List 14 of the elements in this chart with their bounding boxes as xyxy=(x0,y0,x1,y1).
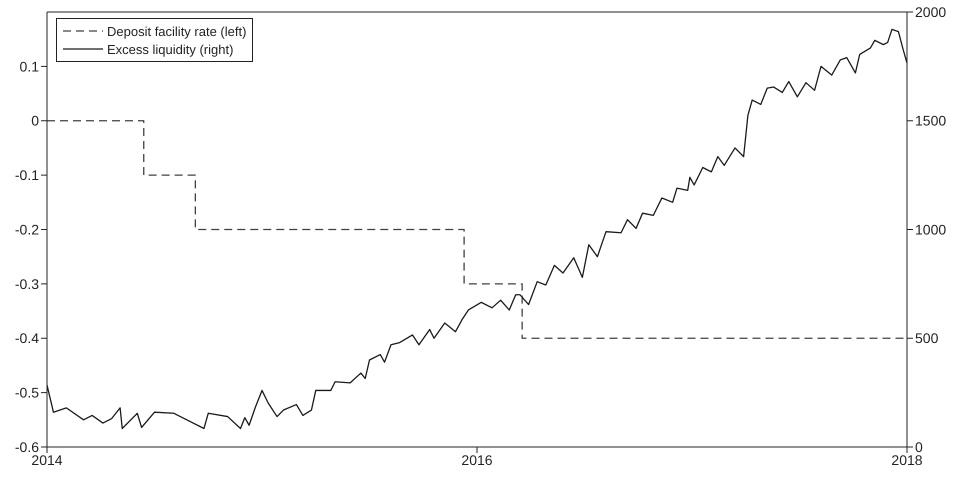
y-tick-label: -0.2 xyxy=(14,221,40,238)
y-tick-label: -0.1 xyxy=(14,167,40,184)
y2-tick-label: 1500 xyxy=(915,112,946,129)
y2-tick-label: 1000 xyxy=(915,221,946,238)
y2-tick-label: 2000 xyxy=(915,4,946,20)
y2-tick-label: 500 xyxy=(915,330,939,346)
y-tick-label: 0 xyxy=(31,112,40,129)
legend-label: Excess liquidity (right) xyxy=(107,42,234,56)
y-tick-label: -0.3 xyxy=(14,276,40,292)
legend-label: Deposit facility rate (left) xyxy=(107,24,246,38)
y-tick-label: -0.5 xyxy=(14,384,40,401)
y-tick-label: -0.4 xyxy=(14,330,40,346)
y-tick-label: 0.1 xyxy=(20,58,40,74)
x-tick-label: 2016 xyxy=(461,452,493,468)
